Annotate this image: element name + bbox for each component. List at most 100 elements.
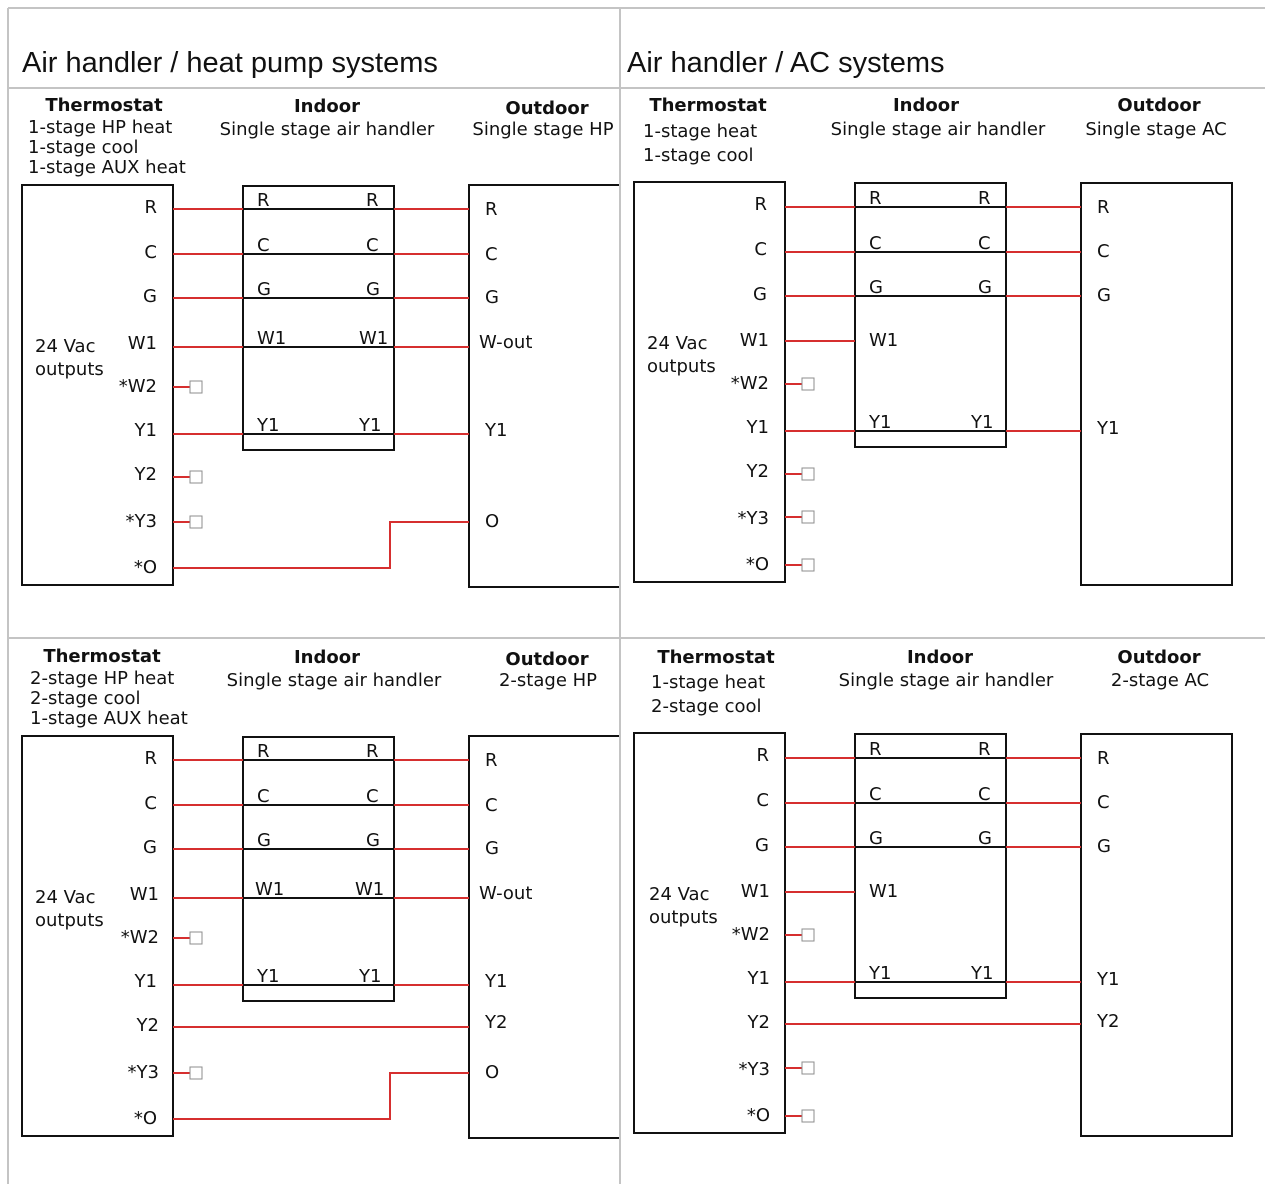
indoor-terminal-label: Y1 <box>868 412 891 433</box>
indoor-terminal-label: W1 <box>869 881 898 902</box>
indoor-terminal-label: R <box>978 188 991 209</box>
indoor-terminal-label: C <box>366 786 379 807</box>
terminal-label: Y2 <box>747 1012 770 1033</box>
indoor-title: Indoor <box>907 647 973 668</box>
outdoor-terminal-label: Y2 <box>1096 1011 1119 1032</box>
outdoor-title: Outdoor <box>1117 647 1200 668</box>
indoor-terminal-label: W1 <box>355 879 384 900</box>
outdoor-terminal-label: R <box>485 750 498 771</box>
outdoor-subtitle: 2-stage AC <box>1111 670 1209 691</box>
unused-terminal-stub <box>189 380 203 394</box>
terminal-label: Y1 <box>134 420 157 441</box>
indoor-terminal-label: C <box>869 233 882 254</box>
indoor-title: Indoor <box>294 96 360 117</box>
indoor-terminal-label: C <box>257 235 270 256</box>
unused-terminal-stub <box>189 470 203 484</box>
indoor-box <box>242 736 395 1002</box>
terminal-label: *Y3 <box>738 508 769 529</box>
terminal-label: *W2 <box>732 924 770 945</box>
thermostat-title: Thermostat <box>649 95 767 116</box>
terminal-label: Y1 <box>747 968 770 989</box>
outdoor-terminal-label: R <box>1097 748 1110 769</box>
unused-terminal-stub <box>189 515 203 529</box>
indoor-box <box>854 182 1007 448</box>
unused-terminal-stub <box>801 467 815 481</box>
terminal-label: R <box>756 745 769 766</box>
column-title-heat-pump: Air handler / heat pump systems <box>22 47 438 79</box>
outdoor-box <box>1080 182 1233 586</box>
indoor-terminal-label: R <box>978 739 991 760</box>
terminal-label: *Y3 <box>128 1062 159 1083</box>
terminal-label: G <box>755 835 769 856</box>
thermostat-box <box>21 184 174 586</box>
thermostat-spec: 1-stage HP heat <box>28 117 172 138</box>
terminal-label: G <box>143 837 157 858</box>
indoor-terminal-label: C <box>978 784 991 805</box>
outdoor-subtitle: Single stage HP <box>472 119 613 140</box>
unused-terminal-stub <box>801 558 815 572</box>
outdoor-box <box>468 735 619 1139</box>
outdoor-terminal-label: Y1 <box>484 971 507 992</box>
outputs-label: outputs <box>35 910 104 931</box>
unused-terminal-stub <box>189 1066 203 1080</box>
terminal-label: Y2 <box>136 1015 159 1036</box>
outputs-label: 24 Vac <box>35 336 95 357</box>
outputs-label: outputs <box>35 359 104 380</box>
terminal-label: Y1 <box>746 417 769 438</box>
indoor-title: Indoor <box>294 647 360 668</box>
outputs-label: 24 Vac <box>649 884 709 905</box>
outputs-label: outputs <box>649 907 718 928</box>
terminal-label: Y1 <box>134 971 157 992</box>
terminal-label: G <box>143 286 157 307</box>
unused-terminal-stub <box>801 510 815 524</box>
outdoor-terminal-label: C <box>1097 241 1110 262</box>
outputs-label: outputs <box>647 356 716 377</box>
unused-terminal-stub <box>189 931 203 945</box>
terminal-label: C <box>144 793 157 814</box>
unused-terminal-stub <box>801 377 815 391</box>
column-title-ac: Air handler / AC systems <box>627 47 945 79</box>
indoor-terminal-label: G <box>366 830 380 851</box>
indoor-title: Indoor <box>893 95 959 116</box>
outdoor-terminal-label: O <box>485 1062 499 1083</box>
indoor-terminal-label: C <box>978 233 991 254</box>
outdoor-terminal-label: G <box>1097 285 1111 306</box>
outdoor-terminal-label: R <box>485 199 498 220</box>
indoor-terminal-label: Y1 <box>970 412 993 433</box>
unused-terminal-stub <box>801 1061 815 1075</box>
indoor-terminal-label: G <box>978 828 992 849</box>
wire-o <box>173 521 469 569</box>
indoor-terminal-label: G <box>978 277 992 298</box>
thermostat-spec: 1-stage AUX heat <box>28 157 186 178</box>
outdoor-box <box>1080 733 1233 1137</box>
indoor-terminal-label: C <box>257 786 270 807</box>
indoor-subtitle: Single stage air handler <box>839 670 1054 691</box>
thermostat-spec: 1-stage heat <box>651 672 765 693</box>
terminal-label: C <box>144 242 157 263</box>
indoor-terminal-label: R <box>366 741 379 762</box>
terminal-label: W1 <box>741 881 770 902</box>
unused-terminal-stub <box>801 1109 815 1123</box>
outdoor-box <box>468 184 619 588</box>
terminal-label: R <box>754 194 767 215</box>
terminal-label: *O <box>134 1108 157 1129</box>
indoor-terminal-label: R <box>366 190 379 211</box>
indoor-terminal-label: Y1 <box>358 415 381 436</box>
indoor-terminal-label: G <box>869 828 883 849</box>
terminal-label: *W2 <box>119 376 157 397</box>
terminal-label: C <box>754 239 767 260</box>
indoor-terminal-label: Y1 <box>256 966 279 987</box>
indoor-terminal-label: C <box>869 784 882 805</box>
indoor-terminal-label: W1 <box>869 330 898 351</box>
outputs-label: 24 Vac <box>35 887 95 908</box>
indoor-terminal-label: W1 <box>359 328 388 349</box>
indoor-terminal-label: G <box>869 277 883 298</box>
thermostat-spec: 2-stage HP heat <box>30 668 174 689</box>
outdoor-terminal-label: R <box>1097 197 1110 218</box>
terminal-label: C <box>756 790 769 811</box>
outdoor-terminal-label: O <box>485 511 499 532</box>
table-grid <box>7 7 1265 1184</box>
wire-o <box>173 1072 469 1120</box>
indoor-terminal-label: G <box>257 279 271 300</box>
outdoor-terminal-label: C <box>485 244 498 265</box>
